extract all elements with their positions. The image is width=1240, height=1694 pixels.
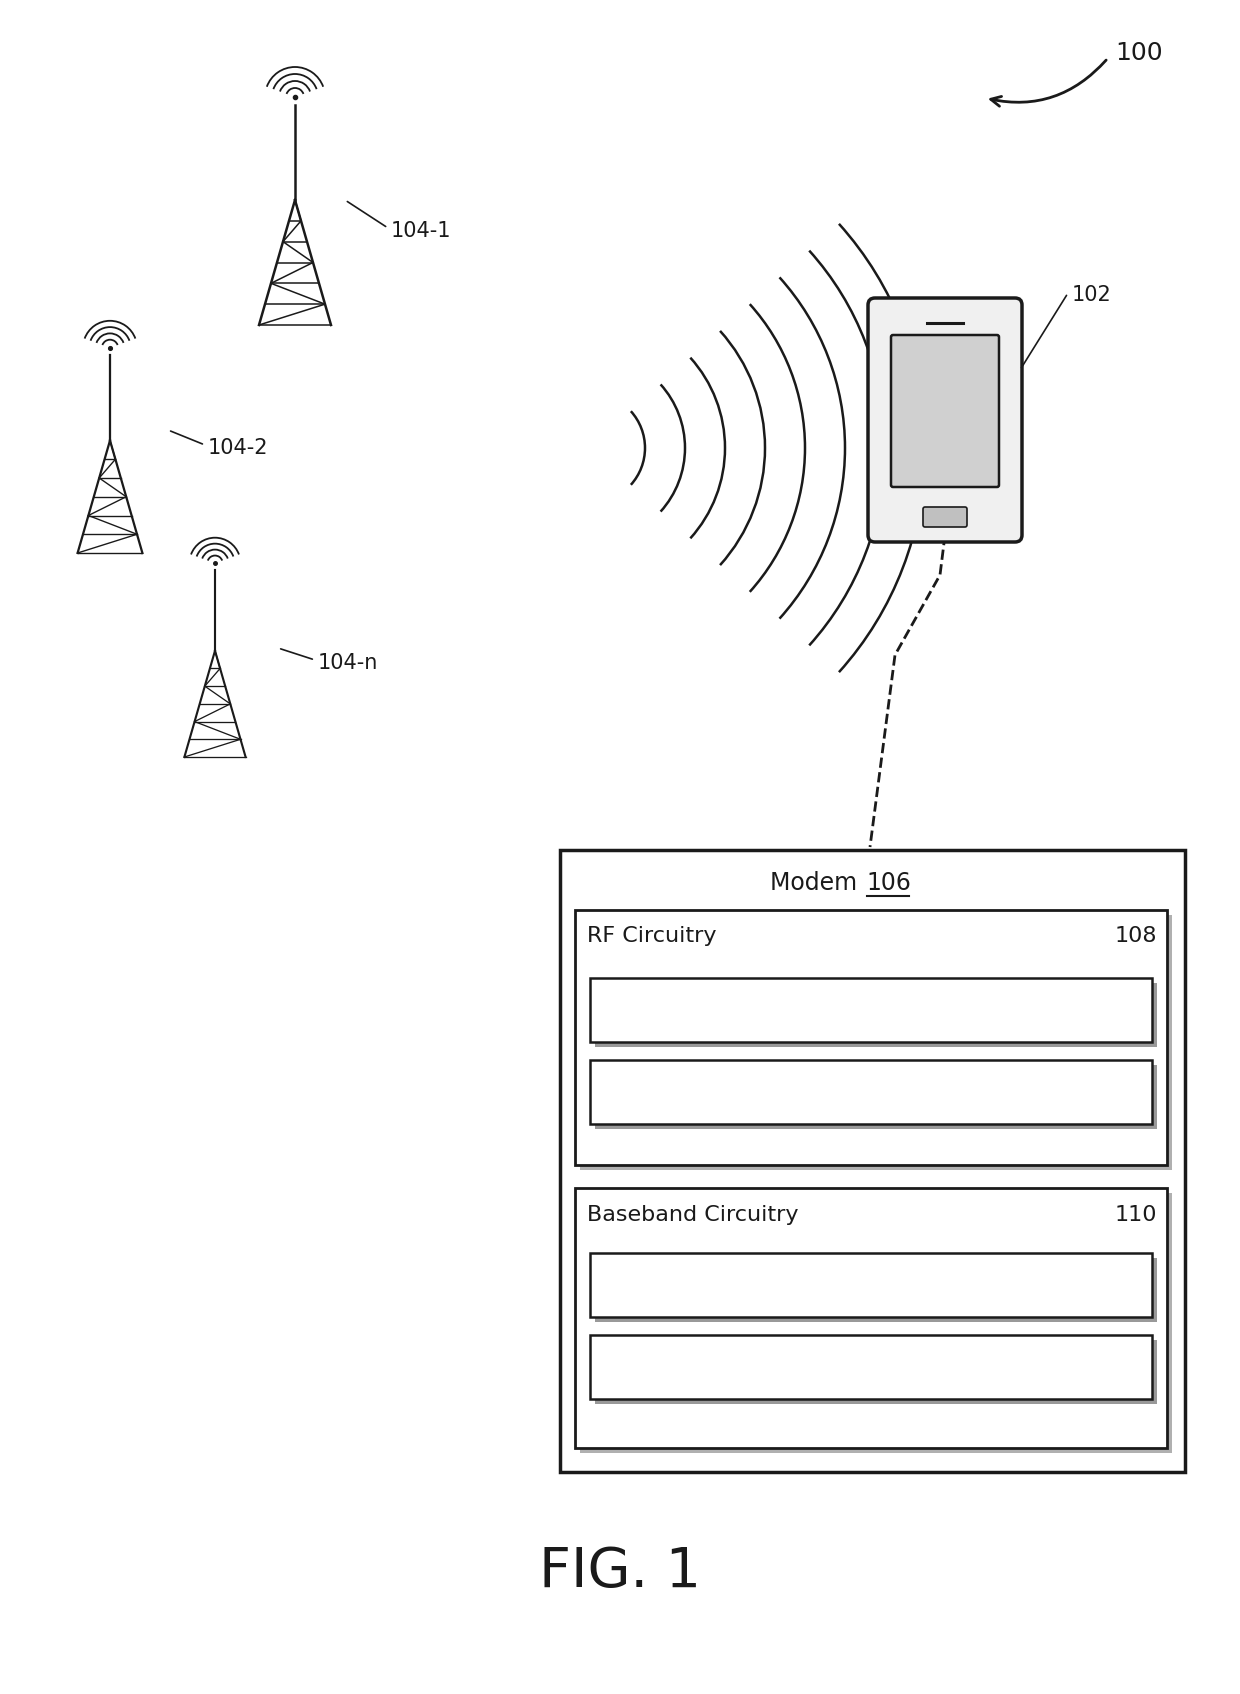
Text: 100: 100 [1115,41,1163,64]
Bar [590,1060,1152,1125]
Bar [580,1193,1172,1453]
Text: FIG. 1: FIG. 1 [539,1545,701,1599]
Text: Modem: Modem [770,871,864,894]
Text: Baseband Circuitry: Baseband Circuitry [587,1204,799,1225]
Text: Error-Generator(s): Error-Generator(s) [600,1276,791,1294]
FancyBboxPatch shape [868,298,1022,542]
Text: 110: 110 [1115,1204,1157,1225]
Bar [595,1066,1157,1128]
Bar [595,1340,1157,1404]
Text: 106: 106 [867,871,911,894]
Bar [575,910,1167,1165]
Text: 112: 112 [1100,999,1140,1020]
Text: 102: 102 [1073,285,1112,305]
Text: 108: 108 [1115,927,1157,945]
Text: 104-n: 104-n [317,652,378,673]
FancyBboxPatch shape [892,335,999,486]
Text: Error-Generator(s): Error-Generator(s) [600,999,791,1020]
Bar [595,1259,1157,1321]
Text: Error-Handler(s): Error-Handler(s) [600,1082,766,1103]
Text: 104-2: 104-2 [208,439,269,457]
Bar [590,977,1152,1042]
Text: 104-1: 104-1 [391,220,451,241]
Bar [590,1335,1152,1399]
Bar [580,915,1172,1171]
FancyBboxPatch shape [923,507,967,527]
Bar [560,850,1185,1472]
Text: RF Circuitry: RF Circuitry [587,927,717,945]
Bar [590,1254,1152,1316]
Text: 114: 114 [1100,1082,1140,1103]
Text: Error-Handler(s): Error-Handler(s) [600,1357,766,1377]
Text: 116: 116 [1100,1276,1140,1294]
Text: 118: 118 [1100,1357,1140,1377]
Bar [595,983,1157,1047]
Bar [575,1187,1167,1448]
